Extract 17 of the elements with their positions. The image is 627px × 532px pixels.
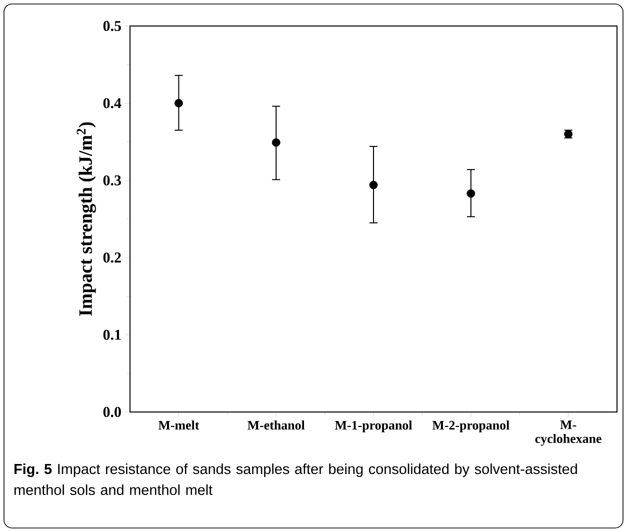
text: Fig. 5 Impact resistance of sands samples after being consolidated by solvent-assisted menthol sols and menthol melt	[14, 464, 577, 496]
y-tick-label: 0.4	[103, 98, 122, 108]
x-tick-label: M-cyclohexane	[535, 420, 602, 446]
x-tick-label: M-1-propanol	[334, 420, 412, 432]
point	[466, 189, 476, 198]
point	[272, 138, 280, 147]
x-tick-label: M-ethanol	[248, 420, 305, 430]
y-axis-title: Impact strength (kJ/m$^{2}$)	[76, 122, 96, 316]
x-tick-label: M-2-propanol	[432, 420, 510, 432]
x-tick-label: M-melt	[158, 420, 200, 430]
y-tick-label: 0.5	[103, 20, 121, 32]
y-tick-label: 0.2	[103, 252, 121, 263]
y-tick-label: 0.1	[103, 330, 121, 340]
y-tick-label: 0.3	[103, 175, 121, 186]
y-tick-label: 0.0	[103, 406, 121, 418]
point	[174, 98, 183, 108]
point	[369, 180, 378, 190]
